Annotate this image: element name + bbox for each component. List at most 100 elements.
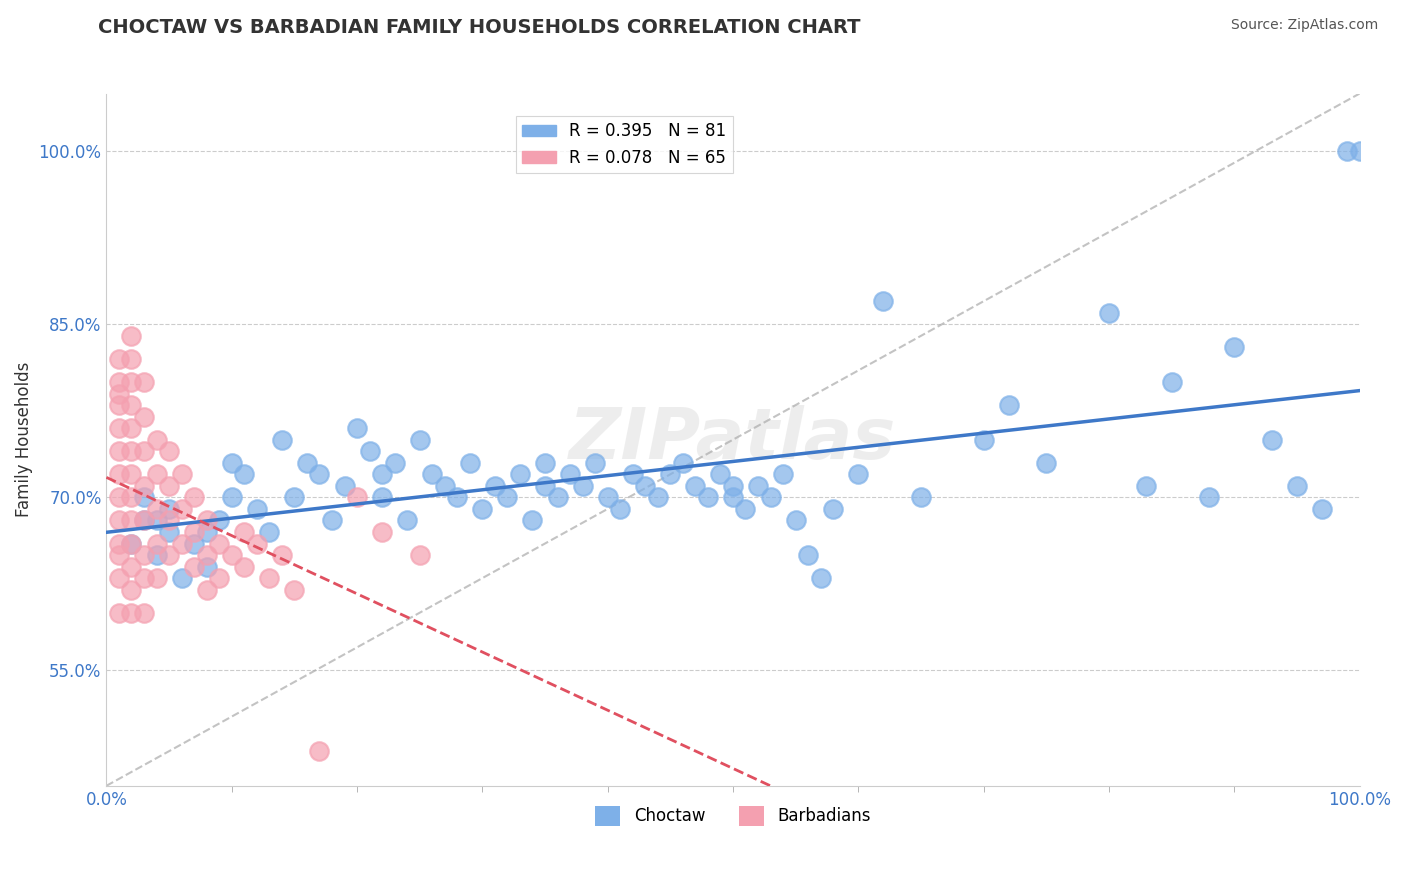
Point <box>208 536 231 550</box>
Point <box>659 467 682 482</box>
Point <box>132 571 155 585</box>
Point <box>132 606 155 620</box>
Point <box>973 433 995 447</box>
Point <box>108 606 131 620</box>
Point <box>195 513 218 527</box>
Point <box>384 456 406 470</box>
Point <box>471 502 494 516</box>
Point <box>371 467 394 482</box>
Point <box>321 513 343 527</box>
Point <box>121 467 143 482</box>
Point <box>233 559 256 574</box>
Point <box>997 398 1019 412</box>
Point <box>910 491 932 505</box>
Point <box>121 491 143 505</box>
Point <box>308 467 330 482</box>
Y-axis label: Family Households: Family Households <box>15 362 32 517</box>
Point <box>208 513 231 527</box>
Point <box>647 491 669 505</box>
Point <box>108 467 131 482</box>
Point <box>132 513 155 527</box>
Point <box>108 375 131 389</box>
Point <box>308 744 330 758</box>
Point <box>195 582 218 597</box>
Point <box>1348 145 1371 159</box>
Point <box>157 502 180 516</box>
Point <box>121 421 143 435</box>
Point <box>270 548 292 562</box>
Point <box>721 479 744 493</box>
Point <box>259 571 281 585</box>
Point <box>108 444 131 458</box>
Point <box>672 456 695 470</box>
Point <box>696 491 718 505</box>
Point <box>195 559 218 574</box>
Point <box>534 479 557 493</box>
Point <box>759 491 782 505</box>
Point <box>170 467 193 482</box>
Point <box>108 491 131 505</box>
Point <box>145 571 167 585</box>
Point <box>522 513 544 527</box>
Point <box>1098 306 1121 320</box>
Point <box>208 571 231 585</box>
Point <box>132 513 155 527</box>
Point <box>121 444 143 458</box>
Point <box>121 329 143 343</box>
Point <box>121 375 143 389</box>
Point <box>183 524 205 539</box>
Point <box>772 467 794 482</box>
Point <box>1223 340 1246 354</box>
Point <box>534 456 557 470</box>
Point <box>721 491 744 505</box>
Point <box>108 548 131 562</box>
Point <box>396 513 419 527</box>
Point <box>433 479 456 493</box>
Point <box>246 502 269 516</box>
Point <box>596 491 619 505</box>
Point <box>359 444 381 458</box>
Point <box>408 548 430 562</box>
Point <box>810 571 832 585</box>
Point <box>121 513 143 527</box>
Point <box>609 502 631 516</box>
Point <box>132 444 155 458</box>
Point <box>346 421 368 435</box>
Point <box>1135 479 1157 493</box>
Point <box>108 513 131 527</box>
Point <box>496 491 519 505</box>
Point <box>108 386 131 401</box>
Point <box>785 513 807 527</box>
Point <box>634 479 657 493</box>
Point <box>823 502 845 516</box>
Point <box>121 398 143 412</box>
Point <box>446 491 468 505</box>
Point <box>132 491 155 505</box>
Point <box>509 467 531 482</box>
Point <box>145 536 167 550</box>
Point <box>157 479 180 493</box>
Point <box>121 536 143 550</box>
Point <box>233 524 256 539</box>
Point <box>371 491 394 505</box>
Point <box>183 559 205 574</box>
Point <box>183 536 205 550</box>
Point <box>1035 456 1057 470</box>
Point <box>195 548 218 562</box>
Legend: Choctaw, Barbadians: Choctaw, Barbadians <box>589 799 877 833</box>
Point <box>283 582 305 597</box>
Point <box>872 294 894 309</box>
Point <box>1198 491 1220 505</box>
Point <box>221 491 243 505</box>
Point <box>132 375 155 389</box>
Point <box>108 571 131 585</box>
Point <box>547 491 569 505</box>
Point <box>221 548 243 562</box>
Point <box>221 456 243 470</box>
Point <box>1160 375 1182 389</box>
Point <box>295 456 318 470</box>
Point <box>121 351 143 366</box>
Point <box>420 467 443 482</box>
Point <box>333 479 356 493</box>
Point <box>797 548 820 562</box>
